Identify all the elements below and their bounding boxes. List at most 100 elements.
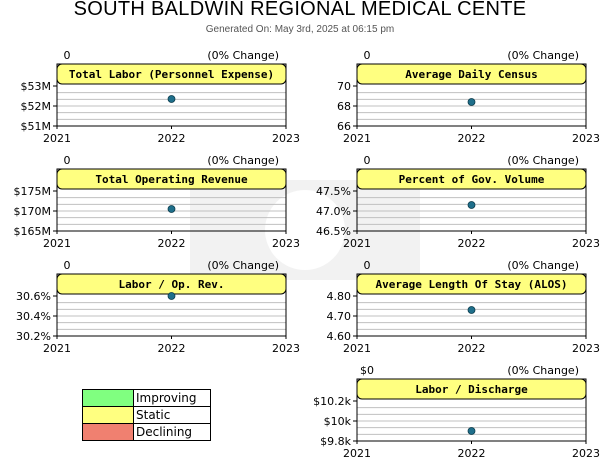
y-tick-label: 68	[337, 100, 351, 113]
legend-swatch-improving	[82, 389, 134, 407]
chart-title: Average Daily Census	[405, 68, 537, 81]
x-tick-label: 2023	[572, 237, 600, 250]
y-tick-label: $175M	[14, 185, 52, 198]
data-point	[467, 306, 476, 314]
x-tick-label: 2021	[343, 132, 371, 145]
x-tick-label: 2023	[572, 342, 600, 355]
y-tick-label: 30.4%	[16, 310, 51, 323]
chart-svg: $0 (0% Change) Labor / Discharge $10.2k $10k…	[313, 364, 600, 460]
data-point	[167, 95, 176, 103]
chart-labor-discharge: $0 (0% Change) Labor / Discharge $10.2k $10k…	[300, 363, 600, 468]
y-tick-label: $51M	[21, 120, 52, 133]
y-tick-label: 30.6%	[16, 290, 51, 303]
legend-label-static: Static	[133, 406, 211, 424]
legend-row-declining: Declining	[82, 423, 211, 441]
title-banner	[56, 63, 287, 85]
change-percent: (0% Change)	[507, 259, 579, 272]
chart-svg: 0 (0% Change) Total Labor (Personnel Expen…	[21, 49, 301, 145]
x-tick-label: 2022	[458, 342, 486, 355]
x-tick-label: 2022	[458, 447, 486, 460]
title-banner	[356, 168, 587, 190]
change-percent: (0% Change)	[507, 154, 579, 167]
x-tick-label: 2021	[343, 342, 371, 355]
chart-svg: 0 (0% Change) Percent of Gov. Volume 47.5% 4…	[316, 154, 600, 250]
x-tick-label: 2021	[43, 132, 71, 145]
y-tick-label: $165M	[14, 225, 52, 238]
legend-row-improving: Improving	[82, 389, 211, 407]
data-point	[167, 205, 176, 213]
y-tick-label: 70	[337, 80, 351, 93]
prior-value: 0	[364, 154, 371, 167]
y-tick-label: 46.5%	[316, 225, 351, 238]
y-tick-label: 4.80	[327, 290, 352, 303]
y-tick-label: $53M	[21, 80, 52, 93]
y-tick-label: 47.0%	[316, 205, 351, 218]
chart-title: Average Length Of Stay (ALOS)	[375, 278, 567, 291]
chart-title: Total Operating Revenue	[95, 173, 248, 186]
data-point	[467, 427, 476, 435]
prior-value: 0	[64, 259, 71, 272]
change-percent: (0% Change)	[507, 49, 579, 62]
chart-average-daily-census: 0 (0% Change) Average Daily Census 70 68 66 20…	[300, 48, 600, 153]
x-tick-label: 2023	[572, 132, 600, 145]
prior-value: 0	[364, 49, 371, 62]
y-tick-label: 66	[337, 120, 351, 133]
legend-label-declining: Declining	[133, 423, 211, 441]
title-banner	[356, 273, 587, 295]
x-tick-label: 2021	[343, 447, 371, 460]
legend-swatch-static	[82, 406, 134, 424]
x-tick-label: 2023	[272, 132, 300, 145]
chart-svg: 0 (0% Change) Labor / Op. Rev. 30.6% 30.4% 30…	[16, 259, 300, 355]
chart-svg: 0 (0% Change) Average Length Of Stay (ALOS…	[327, 259, 600, 355]
title-banner	[356, 378, 587, 400]
chart-title: Labor / Op. Rev.	[119, 278, 225, 291]
x-tick-label: 2023	[572, 447, 600, 460]
y-tick-label: $52M	[21, 100, 52, 113]
prior-value: 0	[64, 49, 71, 62]
chart-total-labor: 0 (0% Change) Total Labor (Personnel Expen…	[0, 48, 301, 153]
x-tick-label: 2022	[158, 237, 186, 250]
x-tick-label: 2022	[458, 237, 486, 250]
chart-title: Total Labor (Personnel Expense)	[69, 68, 274, 81]
x-tick-label: 2022	[458, 132, 486, 145]
legend-label-improving: Improving	[133, 389, 211, 407]
chart-title: Labor / Discharge	[415, 383, 528, 396]
y-tick-label: $9.8k	[320, 435, 351, 448]
change-percent: (0% Change)	[507, 364, 579, 377]
x-tick-label: 2023	[272, 342, 300, 355]
change-percent: (0% Change)	[207, 154, 279, 167]
chart-svg: 0 (0% Change)Average Daily Census70686620…	[337, 49, 600, 145]
chart-title: Percent of Gov. Volume	[399, 173, 545, 186]
data-point	[167, 292, 176, 300]
prior-value: $0	[360, 364, 374, 377]
prior-value: 0	[64, 154, 71, 167]
y-tick-label: 47.5%	[316, 185, 351, 198]
chart-svg: 0 (0% Change) Total Operating Revenue $175M…	[14, 154, 301, 250]
y-tick-label: $170M	[14, 205, 52, 218]
x-tick-label: 2022	[158, 342, 186, 355]
x-tick-label: 2023	[272, 237, 300, 250]
data-point	[467, 201, 476, 209]
chart-alos: 0 (0% Change) Average Length Of Stay (ALOS…	[300, 258, 600, 363]
report-title: SOUTH BALDWIN REGIONAL MEDICAL CENTE	[73, 0, 527, 20]
legend-swatch-declining	[82, 423, 134, 441]
chart-total-operating-revenue: 0 (0% Change) Total Operating Revenue $175M…	[0, 153, 301, 258]
legend-row-static: Static	[82, 406, 211, 424]
y-tick-label: 30.2%	[16, 330, 51, 343]
title-banner	[56, 168, 287, 190]
change-percent: (0% Change)	[207, 259, 279, 272]
x-tick-label: 2022	[158, 132, 186, 145]
title-banner	[356, 63, 587, 85]
y-tick-label: $10k	[324, 415, 352, 428]
chart-labor-op-rev: 0 (0% Change) Labor / Op. Rev. 30.6% 30.4% 30…	[0, 258, 300, 363]
y-tick-label: $10.2k	[313, 395, 351, 408]
data-point	[467, 98, 476, 106]
y-tick-label: 4.60	[327, 330, 352, 343]
legend: Improving Static Declining	[82, 389, 211, 441]
generated-timestamp: Generated On: May 3rd, 2025 at 06:15 pm	[205, 24, 395, 35]
change-percent: (0% Change)	[207, 49, 279, 62]
y-tick-label: 4.70	[327, 310, 352, 323]
prior-value: 0	[364, 259, 371, 272]
chart-percent-gov-volume: 0 (0% Change) Percent of Gov. Volume 47.5% 4…	[300, 153, 600, 258]
x-tick-label: 2021	[343, 237, 371, 250]
